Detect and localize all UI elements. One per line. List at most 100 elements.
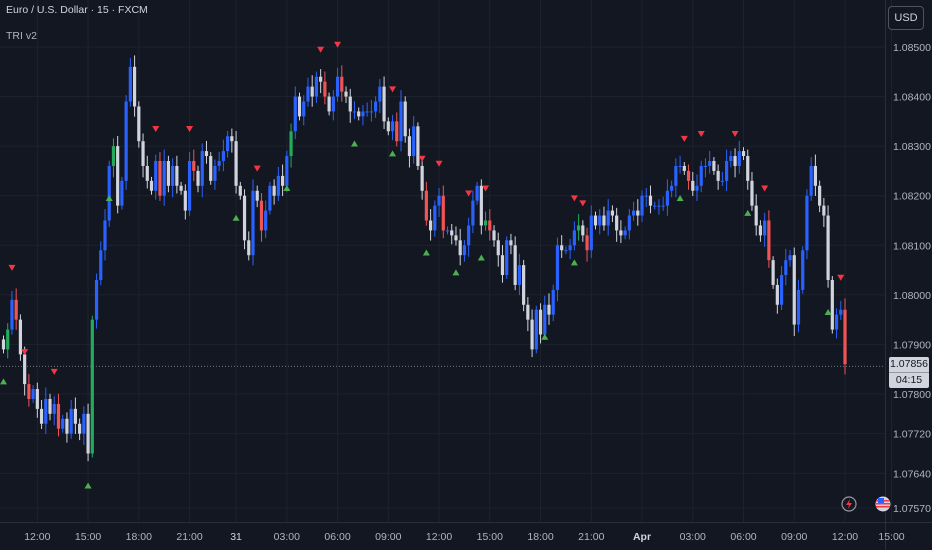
candle-body bbox=[754, 205, 758, 226]
sell-marker bbox=[152, 126, 160, 133]
candle-body bbox=[437, 195, 441, 206]
candle-body bbox=[319, 76, 323, 82]
candle-body bbox=[428, 220, 433, 231]
candle-body bbox=[403, 101, 407, 137]
candle-body bbox=[234, 141, 238, 186]
candle-body bbox=[834, 314, 839, 330]
candle-body bbox=[221, 151, 225, 162]
buy-marker bbox=[570, 259, 578, 266]
x-tick-label: 21:00 bbox=[176, 531, 202, 543]
candle-body bbox=[686, 170, 691, 181]
candle-body bbox=[771, 260, 775, 285]
candle-body bbox=[517, 265, 521, 285]
candle-body bbox=[593, 215, 598, 226]
candle-body bbox=[209, 156, 213, 181]
candle-body bbox=[576, 225, 581, 231]
candle-body bbox=[843, 309, 847, 365]
candle-body bbox=[826, 215, 830, 280]
candle-body bbox=[779, 275, 784, 305]
candle-body bbox=[285, 156, 289, 186]
candle-body bbox=[724, 161, 729, 181]
candle-body bbox=[792, 255, 796, 325]
candle-body bbox=[665, 190, 669, 206]
candle-body bbox=[35, 389, 39, 409]
y-tick-label: 1.07570 bbox=[893, 503, 931, 515]
candle-body bbox=[69, 408, 73, 434]
candle-body bbox=[226, 136, 230, 152]
y-tick-label: 1.07900 bbox=[893, 339, 931, 351]
buy-marker bbox=[422, 249, 430, 256]
y-tick-label: 1.08200 bbox=[893, 191, 931, 203]
candle-body bbox=[589, 215, 593, 251]
us-flag-icon[interactable] bbox=[875, 496, 891, 512]
candle-body bbox=[699, 165, 703, 186]
candle-body bbox=[78, 423, 82, 434]
candle-body bbox=[678, 165, 682, 167]
candle-body bbox=[99, 250, 103, 280]
candle-body bbox=[162, 161, 166, 196]
y-tick-label: 1.08500 bbox=[893, 42, 931, 54]
candle-body bbox=[560, 245, 564, 251]
candle-body bbox=[813, 165, 817, 186]
candle-body bbox=[471, 200, 475, 226]
candle-body bbox=[357, 111, 361, 117]
candle-body bbox=[264, 210, 268, 231]
sell-marker bbox=[418, 155, 426, 162]
candle-body bbox=[796, 289, 801, 325]
candle-body bbox=[200, 151, 204, 186]
candle-body bbox=[331, 96, 335, 112]
sell-marker bbox=[482, 185, 490, 192]
y-tick-label: 1.08400 bbox=[893, 92, 931, 104]
candle-body bbox=[120, 180, 124, 206]
buy-marker bbox=[232, 214, 240, 221]
buy-marker bbox=[824, 308, 832, 315]
candle-body bbox=[551, 289, 555, 315]
candle-body bbox=[657, 205, 661, 207]
candle-body bbox=[543, 304, 547, 335]
indicator-label[interactable]: TRI v2 bbox=[6, 30, 37, 42]
buy-marker bbox=[452, 269, 460, 276]
candle-body bbox=[412, 126, 416, 157]
candle-body bbox=[179, 185, 183, 191]
candle-body bbox=[314, 76, 319, 97]
x-tick-label: 12:00 bbox=[24, 531, 50, 543]
candle-body bbox=[297, 96, 302, 117]
candle-body bbox=[10, 299, 14, 330]
currency-button[interactable]: USD bbox=[888, 6, 924, 30]
candle-body bbox=[39, 408, 44, 424]
candle-body bbox=[788, 255, 792, 261]
sell-marker bbox=[253, 165, 261, 172]
candle-body bbox=[158, 161, 162, 196]
candle-body bbox=[488, 220, 492, 231]
candle-body bbox=[374, 101, 378, 112]
sell-marker bbox=[50, 368, 58, 375]
sell-marker bbox=[186, 126, 194, 133]
candle-body bbox=[640, 195, 644, 216]
sell-marker bbox=[389, 86, 397, 93]
candle-body bbox=[86, 413, 90, 454]
candle-body bbox=[818, 185, 822, 206]
candle-body bbox=[505, 240, 509, 276]
candle-body bbox=[242, 195, 247, 241]
y-tick-label: 1.07640 bbox=[893, 468, 931, 480]
candle-body bbox=[124, 101, 128, 181]
candle-body bbox=[424, 190, 428, 221]
candle-body bbox=[674, 165, 678, 186]
candle-body bbox=[729, 156, 733, 162]
candle-body bbox=[809, 165, 813, 196]
candle-body bbox=[378, 86, 382, 102]
candle-body bbox=[116, 146, 120, 206]
candle-body bbox=[335, 76, 340, 97]
candle-body bbox=[572, 230, 576, 246]
grid bbox=[0, 0, 893, 522]
candle-body bbox=[716, 170, 720, 181]
candle-body bbox=[636, 210, 640, 216]
candle-body bbox=[65, 418, 69, 434]
candle-body bbox=[513, 245, 517, 285]
candle-body bbox=[56, 403, 61, 429]
candle-body bbox=[255, 190, 259, 201]
sell-marker bbox=[579, 200, 587, 207]
lightning-icon[interactable] bbox=[841, 496, 857, 512]
